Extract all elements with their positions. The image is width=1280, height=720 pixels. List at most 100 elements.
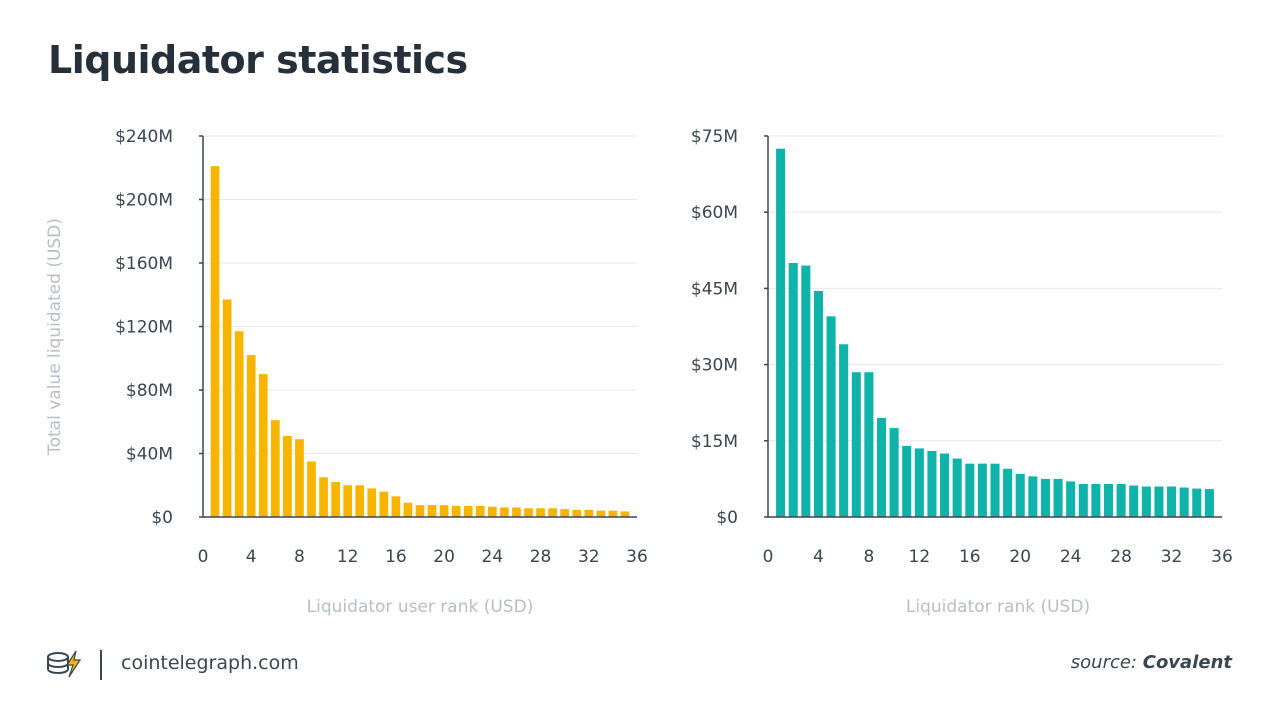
left-bar [512,507,521,517]
left-bar [572,509,582,517]
left-bar [536,508,545,517]
left-bar [463,505,473,517]
right-x-axis-label: Liquidator rank (USD) [906,597,1090,617]
right-bar [1167,486,1177,517]
right-bar [977,463,987,517]
right-x-tick-label: 20 [1009,547,1031,567]
left-x-tick-label: 8 [294,547,305,567]
source-name: Covalent [1142,652,1232,673]
left-bar [391,496,401,517]
right-chart: $0 $15M $30M $45M $60M $75M 0 4 8 12 16 20 24 28 32 36… [691,127,1233,617]
left-y-tick-label: $160M [115,254,173,274]
right-bar [990,463,1000,517]
right-bar [1192,488,1202,517]
left-bar [379,491,389,517]
right-y-tick-label: $0 [716,508,738,528]
left-bar [560,509,570,517]
left-bar [620,511,630,517]
left-bar [475,505,485,517]
left-y-axis-label: Total value liquidated (USD) [45,218,65,456]
left-bar [246,355,256,517]
right-bar [851,372,861,517]
left-bar [427,505,437,517]
page-title: Liquidator statistics [48,38,468,82]
left-bar [439,505,449,517]
right-x-tick-label: 28 [1110,547,1132,567]
left-x-tick-label: 0 [198,547,209,567]
right-bar [952,458,962,517]
left-x-axis-label: Liquidator user rank (USD) [307,597,534,617]
left-y-tick-label: $240M [115,127,173,147]
right-bar [864,372,874,517]
right-bar [1129,485,1139,517]
left-x-tick-label: 4 [246,547,257,567]
left-bar [548,508,557,517]
left-y-tick-label: $120M [115,318,173,338]
left-bar [258,374,268,517]
right-bar [826,316,836,517]
left-x-tick-label: 16 [385,547,407,567]
right-x-tick-label: 36 [1211,547,1233,567]
source-prefix: source: [1070,652,1143,673]
left-y-tick-label: $80M [126,381,173,401]
right-y-tick-label: $75M [691,127,738,147]
left-x-tick-label: 28 [530,547,552,567]
left-x-tick-label: 32 [578,547,600,567]
right-bar [813,290,823,517]
right-bar [940,453,950,517]
left-bar [234,331,244,517]
right-bar [788,263,798,517]
right-bar [1103,483,1114,517]
right-grid [768,135,1222,442]
left-x-ticks: 0 4 8 12 16 20 24 28 32 36 [198,547,648,567]
right-bars [776,148,1214,517]
right-bar [1179,487,1189,517]
left-bars [210,166,630,517]
right-x-tick-label: 8 [863,547,874,567]
right-bar [1028,476,1038,517]
right-y-tick-label: $45M [691,279,738,299]
right-bar [1154,486,1164,517]
left-bar [222,299,232,517]
right-bar [1015,473,1025,517]
right-y-tick-label: $60M [691,203,738,223]
right-y-ticks: $0 $15M $30M $45M $60M $75M [691,127,769,528]
right-bar [914,448,924,517]
left-bar [608,510,618,517]
right-bar [801,265,811,517]
left-bar [487,506,497,517]
cointelegraph-logo-icon[interactable] [46,648,84,684]
right-bar [1078,483,1088,517]
left-x-tick-label: 12 [337,547,359,567]
left-y-tick-label: $200M [115,191,173,211]
right-bar [1116,483,1126,517]
left-x-tick-label: 36 [626,547,648,567]
left-bar [403,502,413,517]
right-bar [876,417,887,517]
right-bar [1003,468,1013,517]
footer-source: source: Covalent [1071,652,1232,673]
left-bar [415,505,425,517]
right-x-tick-label: 24 [1060,547,1082,567]
left-bar [367,488,377,517]
left-bar [270,420,280,517]
left-grid [203,135,637,454]
right-bar [965,463,975,517]
right-x-tick-label: 4 [813,547,824,567]
left-bar [319,477,328,517]
left-bar [331,482,340,517]
left-chart: $0 $40M $80M $120M $160M $200M $240M 0 4 8 12 16 20… [45,127,648,617]
footer-site-link[interactable]: cointelegraph.com [121,652,299,674]
left-bar [500,507,509,517]
left-y-ticks: $0 $40M $80M $120M $160M $200M $240M [115,127,204,528]
left-bar [210,166,220,517]
right-bar [1141,486,1151,517]
left-y-tick-label: $0 [151,508,173,528]
right-bar [902,445,912,517]
left-y-tick-label: $40M [126,445,173,465]
right-x-tick-label: 32 [1161,547,1183,567]
left-bar [295,439,304,517]
left-bar [307,461,316,517]
left-x-tick-label: 20 [433,547,455,567]
